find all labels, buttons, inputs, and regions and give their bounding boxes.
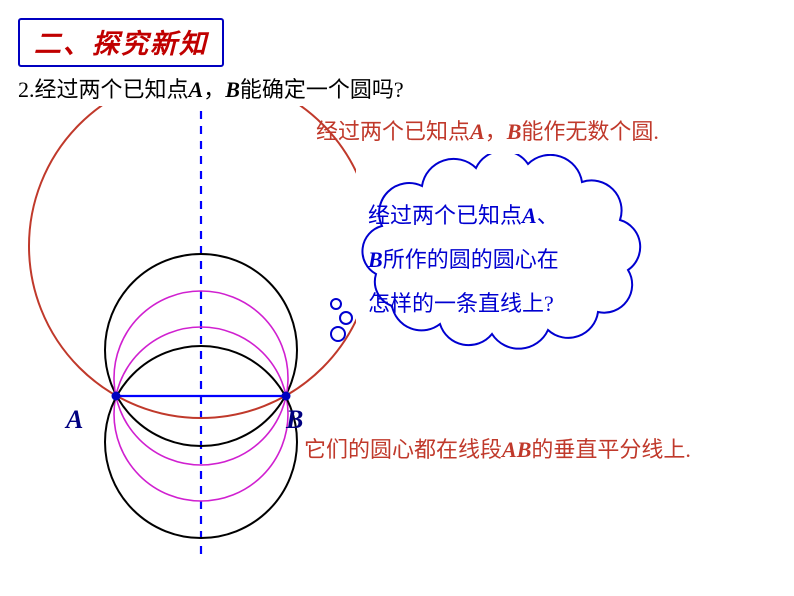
cloud-line2: B所作的圆的圆心在 — [368, 238, 638, 282]
statement1-a: A — [470, 119, 485, 144]
statement-2: 它们的圆心都在线段AB的垂直平分线上. — [304, 432, 691, 464]
statement2-seg: AB — [502, 437, 531, 462]
cloud-line3: 怎样的一条直线上? — [368, 282, 638, 326]
statement2-suffix: 的垂直平分线上. — [531, 437, 691, 462]
statement1-sep: ， — [485, 119, 507, 144]
question-point-a: A — [189, 77, 204, 102]
statement1-b: B — [507, 119, 522, 144]
statement1-suffix: 能作无数个圆. — [521, 119, 659, 144]
question-prefix: 2.经过两个已知点 — [18, 77, 189, 102]
cloud-line1: 经过两个已知点A、 — [368, 194, 638, 238]
question-suffix: 能确定一个圆吗? — [240, 77, 404, 102]
section-title-box: 二、探究新知 — [18, 18, 224, 67]
point-label-b: B — [286, 405, 303, 435]
circle-diagram — [16, 106, 356, 566]
cloud-text: 经过两个已知点A、 B所作的圆的圆心在 怎样的一条直线上? — [368, 194, 638, 326]
slide-content: 二、探究新知 2.经过两个已知点A，B能确定一个圆吗? 经过两个已知点A，B能作… — [6, 6, 788, 590]
point-label-a: A — [66, 405, 83, 435]
section-title: 二、探究新知 — [34, 29, 208, 59]
question-sep: ， — [203, 77, 225, 102]
question-point-b: B — [225, 77, 240, 102]
question-text: 2.经过两个已知点A，B能确定一个圆吗? — [18, 72, 404, 104]
statement-1: 经过两个已知点A，B能作无数个圆. — [316, 114, 659, 146]
